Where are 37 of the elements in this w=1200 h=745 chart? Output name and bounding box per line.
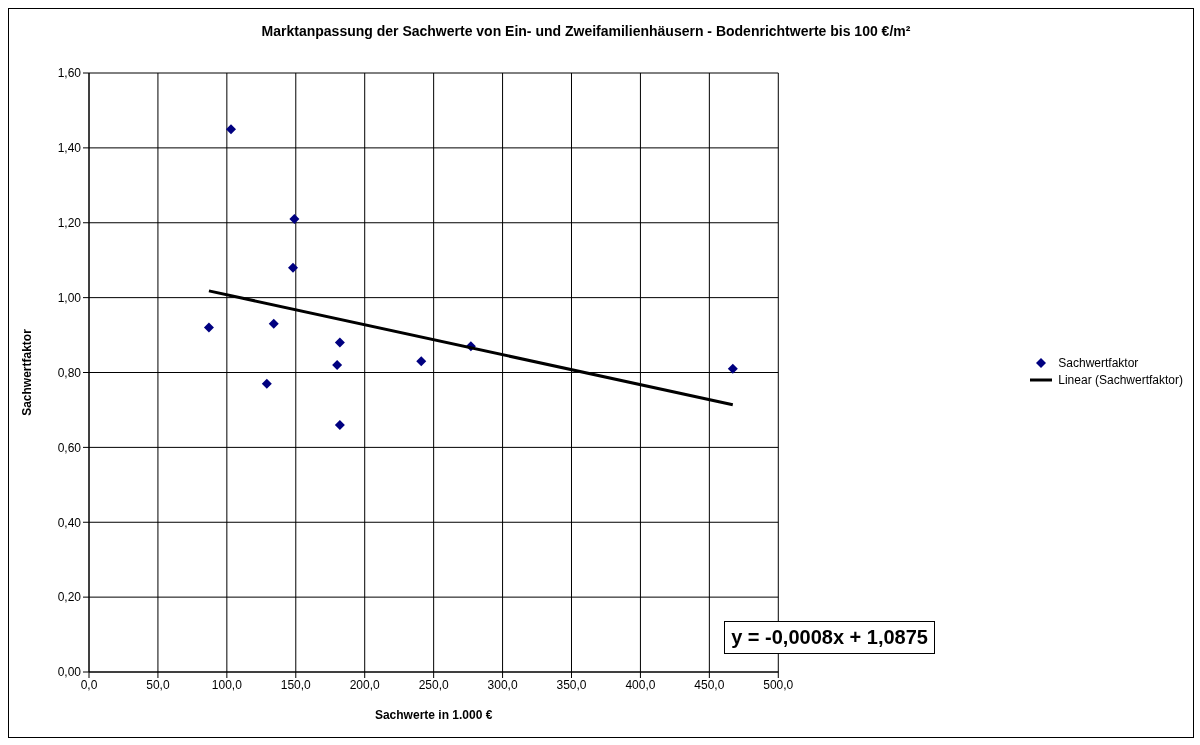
point (268, 318, 279, 329)
chart-title: Marktanpassung der Sachwerte von Ein- und Zweifamilienhäusern - Bodenrichtwerte bis 100 €/m² (260, 23, 912, 39)
x-tick-label: 50,0 (146, 677, 170, 692)
legend-label: Linear (Sachwertfaktor) (1058, 373, 1183, 387)
x-tick-label: 100,0 (211, 677, 243, 692)
y-tick-label: 0,00 (57, 665, 82, 680)
point (332, 360, 343, 371)
point (416, 356, 427, 367)
x-tick-label: 500,0 (763, 677, 794, 692)
point (289, 214, 300, 225)
x-tick-label: 400,0 (625, 677, 656, 692)
x-tick-label: 0,0 (80, 677, 98, 692)
y-tick-label: 1,20 (57, 216, 82, 231)
point (225, 124, 236, 135)
point (334, 419, 345, 430)
point (261, 378, 272, 389)
y-tick-label: 0,20 (57, 590, 82, 605)
point (727, 363, 738, 374)
x-tick-label: 350,0 (556, 677, 587, 692)
x-tick-label: 300,0 (487, 677, 518, 692)
y-axis-title: Sachwertfaktor (20, 328, 35, 416)
y-tick-label: 1,00 (57, 290, 82, 305)
x-tick-label: 450,0 (694, 677, 725, 692)
point (203, 322, 214, 333)
y-tick-label: 0,80 (57, 365, 82, 380)
legend-label: Sachwertfaktor (1058, 356, 1139, 370)
annotation: y = -0,0008x + 1,0875 (724, 621, 935, 654)
x-tick-label: 250,0 (418, 677, 449, 692)
y-tick-label: 0,40 (57, 515, 82, 530)
y-tick-label: 1,60 (57, 66, 82, 81)
y-tick-label: 1,40 (57, 141, 82, 156)
point (334, 337, 345, 348)
x-axis-title: Sachwerte in 1.000 € (374, 708, 493, 722)
x-tick-label: 150,0 (280, 677, 312, 692)
point (288, 262, 299, 273)
y-tick-label: 0,60 (57, 440, 82, 455)
x-tick-label: 200,0 (349, 677, 381, 692)
